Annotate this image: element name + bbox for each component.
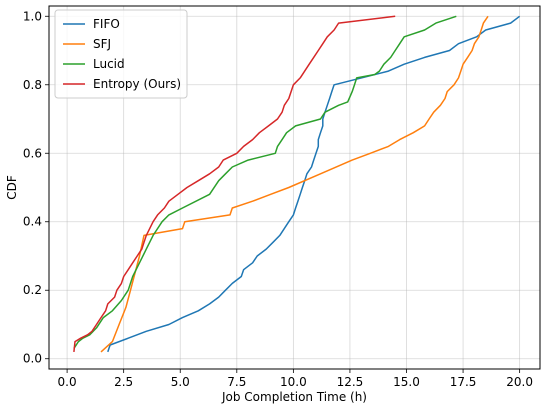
plot-area-frame [48, 5, 541, 370]
legend-label: SFJ [93, 37, 111, 51]
legend-label: FIFO [93, 17, 120, 31]
y-tick-label: 0.6 [23, 146, 42, 160]
y-tick-label: 0.8 [23, 78, 42, 92]
legend-label: Lucid [93, 57, 125, 71]
y-tick-label: 0.2 [23, 283, 42, 297]
y-axis-label: CDF [5, 175, 19, 200]
legend-label: Entropy (Ours) [93, 77, 181, 91]
x-tick-label: 10.0 [280, 375, 307, 389]
x-tick-label: 17.5 [450, 375, 477, 389]
x-axis-ticks: 0.0 2.5 5.0 7.5 10.0 12.5 15.0 17.5 20.0 [58, 369, 533, 389]
series-line-entropy-ours [73, 15, 396, 352]
x-tick-label: 20.0 [506, 375, 533, 389]
legend: FIFO SFJ Lucid Entropy (Ours) [54, 9, 188, 99]
y-tick-label: 0.4 [23, 215, 42, 229]
x-tick-label: 7.5 [227, 375, 246, 389]
x-tick-label: 5.0 [171, 375, 190, 389]
x-tick-label: 15.0 [393, 375, 420, 389]
y-tick-label: 1.0 [23, 9, 42, 23]
series-lines [73, 15, 521, 353]
x-tick-label: 2.5 [114, 375, 133, 389]
x-tick-label: 12.5 [337, 375, 364, 389]
y-axis-ticks: 0.0 0.2 0.4 0.6 0.8 1.0 [23, 9, 49, 366]
legend-box [54, 9, 188, 99]
series-line-lucid [73, 15, 457, 349]
series-line-fifo [107, 15, 521, 353]
x-axis-label: Job Completion Time (h) [221, 390, 367, 404]
y-tick-label: 0.0 [23, 352, 42, 366]
x-tick-label: 0.0 [58, 375, 77, 389]
